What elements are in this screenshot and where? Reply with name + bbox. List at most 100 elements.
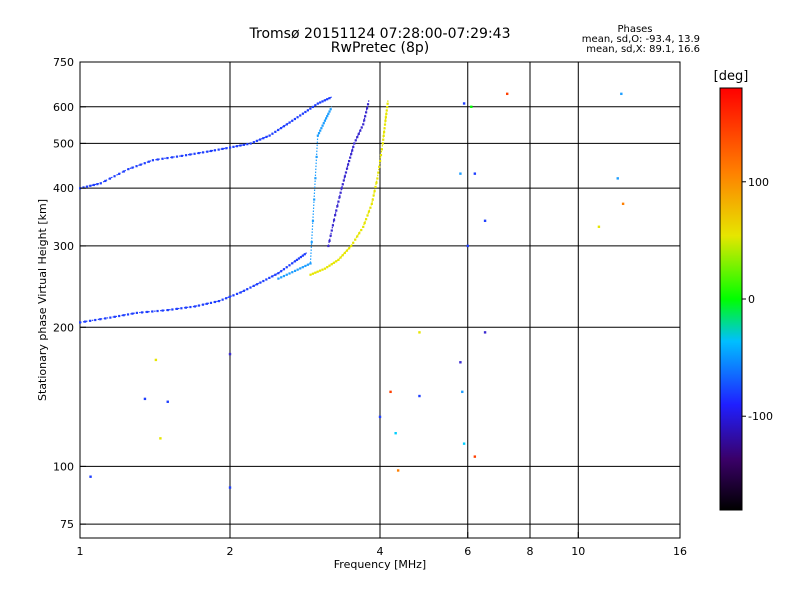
trace-point — [346, 163, 350, 166]
trace-point — [161, 309, 164, 312]
y-tick-label: 600 — [53, 101, 74, 114]
trace-point — [209, 149, 213, 153]
trace-point — [357, 132, 360, 136]
trace-point — [274, 273, 277, 276]
trace-point — [337, 258, 340, 261]
trace-point — [131, 166, 134, 169]
trace-point — [338, 196, 341, 199]
trace-point — [285, 123, 288, 126]
trace-point — [375, 181, 378, 184]
trace-point — [252, 284, 255, 287]
scatter-point — [473, 455, 477, 458]
trace-point — [104, 317, 107, 320]
trace-point — [327, 112, 330, 115]
scatter-point — [166, 400, 169, 403]
trace-point — [345, 249, 349, 252]
trace-point — [347, 247, 351, 250]
trace-point — [384, 116, 387, 119]
y-tick-label: 500 — [53, 137, 74, 150]
trace-point — [122, 170, 125, 173]
trace-point — [356, 136, 359, 139]
trace-point — [239, 144, 242, 147]
colorbar-tick-label: 100 — [748, 176, 769, 189]
trace-point — [310, 241, 313, 244]
trace-point — [221, 147, 224, 151]
x-tick-label: 6 — [464, 545, 471, 558]
trace-point — [383, 131, 386, 134]
trace-point — [193, 305, 197, 308]
x-tick-label: 2 — [227, 545, 234, 558]
trace-point — [311, 272, 315, 275]
scatter-point — [621, 202, 625, 206]
trace-point — [146, 310, 149, 314]
chart-subtitle: RwPretec (8p) — [330, 40, 430, 56]
trace-point — [225, 147, 228, 150]
scatter-point — [154, 358, 158, 362]
trace-point — [345, 167, 349, 170]
trace-point — [309, 262, 312, 265]
trace-point — [382, 134, 385, 137]
scatter-point — [620, 92, 623, 96]
scatter-point — [89, 475, 92, 478]
trace-point — [326, 115, 329, 118]
trace-point — [334, 213, 337, 217]
colorbar-tick-label: -100 — [748, 410, 773, 423]
trace-point — [332, 219, 336, 222]
data-scatter — [89, 92, 625, 489]
x-tick-label: 1 — [77, 545, 84, 558]
scatter-point — [597, 225, 601, 228]
scatter-point — [459, 172, 462, 175]
trace-point — [217, 299, 221, 303]
y-tick-label: 750 — [53, 56, 74, 69]
trace-point — [92, 183, 95, 187]
data-traces — [79, 96, 389, 324]
trace-point — [371, 198, 374, 201]
trace-point — [314, 271, 317, 274]
trace-point — [301, 266, 304, 269]
trace-point — [197, 151, 200, 155]
trace-point — [206, 150, 209, 153]
trace-point — [189, 153, 192, 156]
scatter-point — [418, 331, 421, 334]
scatter-point — [228, 352, 232, 356]
trace-point — [303, 253, 306, 256]
trace-point — [384, 119, 387, 122]
trace-point — [205, 302, 209, 305]
trace-point — [140, 311, 144, 314]
trace-point — [336, 205, 339, 208]
trace-point — [184, 306, 188, 309]
trace-point — [327, 244, 330, 248]
colorbar-tick-label: 0 — [748, 293, 755, 306]
scatter-point — [473, 172, 477, 175]
trace-point — [350, 152, 353, 156]
scatter-point — [505, 92, 509, 96]
trace-point — [365, 107, 369, 110]
trace-point — [228, 295, 231, 298]
scatter-point — [228, 486, 232, 489]
y-tick-label: 75 — [60, 518, 74, 531]
trace-point — [242, 289, 246, 292]
trace-point — [277, 272, 280, 275]
x-tick-label: 10 — [571, 545, 585, 558]
trace-point — [367, 210, 371, 213]
phase-stats-title: Phases — [617, 24, 653, 35]
scatter-point — [616, 177, 619, 180]
y-axis-label: Stationary phase Virtual Height [km] — [36, 199, 49, 401]
scatter-point — [483, 219, 487, 222]
trace-point — [282, 125, 286, 128]
trace-point — [235, 145, 239, 148]
trace-point — [323, 99, 326, 102]
trace-point — [304, 264, 307, 268]
trace-point — [255, 283, 259, 286]
axes: 1 2 4 6 8 10 16 75 100 200 300 400 500 600 750 Frequenc… — [36, 56, 687, 571]
scatter-point — [389, 390, 392, 394]
grid-lines — [80, 62, 680, 538]
y-tick-label: 100 — [53, 460, 74, 473]
trace-point — [385, 112, 388, 116]
trace-point — [293, 260, 297, 263]
trace-point — [113, 315, 116, 318]
trace-point — [330, 263, 333, 266]
scatter-point — [143, 397, 147, 401]
trace-point — [239, 291, 242, 294]
